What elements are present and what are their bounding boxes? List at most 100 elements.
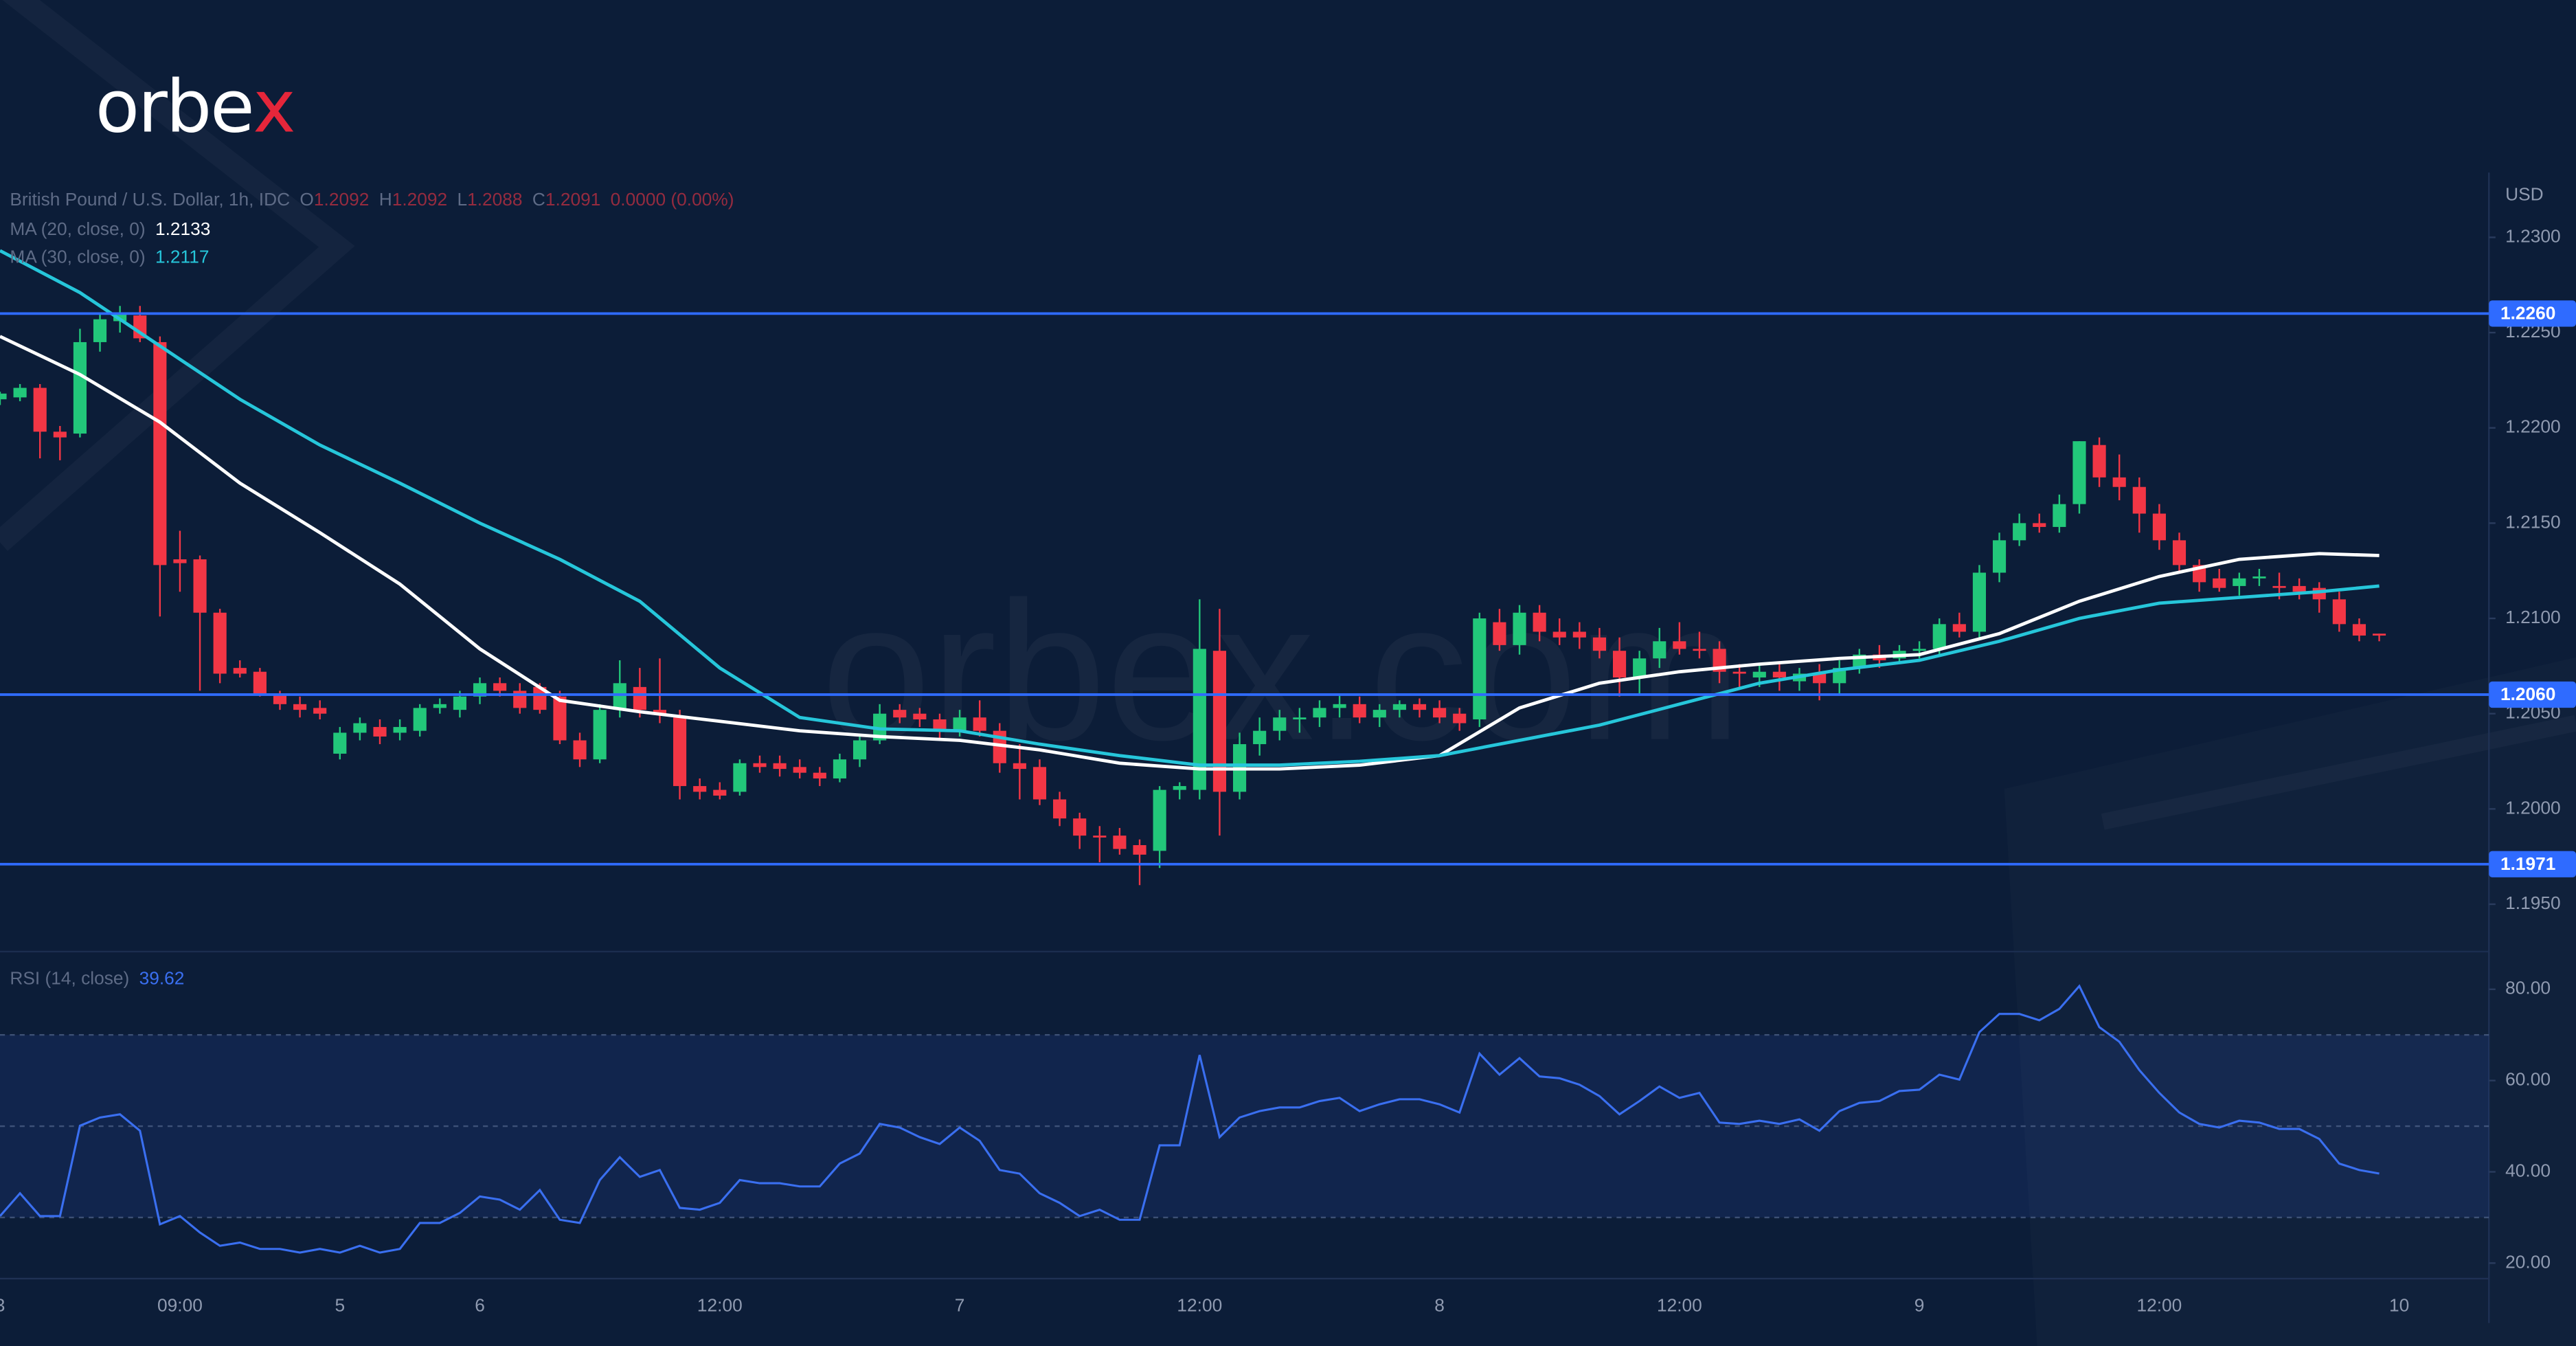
rsi-tick-label: 40.00 (2505, 1160, 2551, 1180)
candle-body (1053, 799, 1067, 819)
candle-body (1253, 730, 1267, 745)
rsi-background (0, 1034, 2489, 1219)
candle-body (852, 740, 867, 760)
candle-body (333, 732, 347, 754)
legend-rsi-name: RSI (14, close) (10, 968, 129, 989)
logo: orbex (95, 64, 294, 148)
x-tick-label: 12:00 (697, 1295, 743, 1316)
candle-body (2053, 504, 2066, 527)
legend-ma-name: MA (20, close, 0) (10, 218, 145, 239)
candle-body (1513, 612, 1526, 645)
candle-body (413, 708, 427, 731)
candle-body (1313, 708, 1326, 718)
logo-accent: x (253, 64, 294, 148)
y-tick-label: 1.1950 (2505, 893, 2560, 913)
candle-body (2233, 578, 2246, 586)
legend-ohlc-value: 1.2092 (392, 189, 447, 210)
candle-body (2132, 486, 2146, 514)
candle-body (913, 713, 927, 720)
candle-body (1992, 540, 2007, 573)
candle-body (1013, 763, 1026, 770)
legend-ohlc-value: 1.2088 (467, 189, 522, 210)
candle-body (193, 559, 207, 613)
candle-body (1673, 641, 1686, 649)
x-tick-label: 12:00 (1177, 1295, 1222, 1316)
candle-body (833, 759, 846, 778)
candle-body (1932, 624, 1946, 649)
candle-body (1173, 786, 1186, 790)
candle-body (1372, 710, 1386, 718)
candle-body (253, 671, 267, 695)
level-label: 1.2260 (2500, 303, 2555, 324)
candle-body (1653, 641, 1667, 659)
candle-body (2013, 523, 2026, 541)
candle-body (2172, 540, 2187, 565)
y-tick-label: 1.2200 (2505, 416, 2560, 437)
rsi-pane (0, 984, 2380, 1254)
candle-body (873, 713, 887, 741)
candle-body (453, 696, 466, 710)
candle-body (593, 710, 607, 760)
level-label-box (2489, 681, 2576, 708)
candle-body (133, 315, 147, 339)
candle-body (2072, 441, 2086, 504)
legend-ma-value: 1.2133 (155, 218, 210, 239)
candle-body (1392, 704, 1406, 710)
candle-body (1533, 612, 1546, 632)
candle-body (53, 431, 67, 438)
candle-body (573, 740, 587, 760)
candle-body (393, 727, 407, 733)
candle-body (433, 704, 447, 708)
candle-body (1952, 624, 1966, 632)
x-tick-label: 12:00 (2136, 1295, 2182, 1316)
y-tick-label: 1.2150 (2505, 511, 2560, 532)
logo-text: orbe (95, 64, 253, 148)
candle-body (553, 696, 567, 741)
candle-body (713, 789, 727, 796)
candle-body (673, 717, 687, 787)
candle-body (93, 319, 107, 342)
candle-body (813, 772, 826, 778)
candle-body (533, 686, 547, 710)
candle-body (1972, 572, 1987, 632)
candle-body (313, 708, 327, 714)
candle-body (893, 710, 907, 718)
x-tick-label: 6 (475, 1295, 485, 1316)
candle-body (73, 341, 87, 434)
moving-average (0, 335, 2380, 771)
candle-body (773, 763, 787, 770)
candle-body (1073, 818, 1087, 836)
candle-body (2352, 624, 2366, 636)
rsi-tick-label: 20.00 (2505, 1251, 2551, 1272)
candle-body (2112, 477, 2126, 487)
candle-body (1273, 717, 1287, 731)
candle-body (1552, 631, 1566, 638)
legend-ma: MA (30, close, 0) 1.2117 (10, 246, 209, 267)
candle-body (1133, 845, 1146, 855)
candle-body (173, 559, 187, 563)
candle-body (2292, 585, 2306, 592)
candle-body (2152, 513, 2166, 541)
level-label: 1.2060 (2500, 684, 2555, 704)
candle-body (2372, 633, 2386, 636)
candle-body (1752, 671, 1766, 678)
candle-body (1612, 651, 1627, 678)
legend-ohlc-label: H (379, 189, 392, 210)
candle-body (233, 668, 247, 674)
candle-body (2332, 599, 2346, 625)
rsi-tick-label: 80.00 (2505, 978, 2551, 998)
y-unit: USD (2505, 184, 2544, 205)
candle-body (1592, 637, 1607, 651)
rsi-tick-label: 60.00 (2505, 1069, 2551, 1090)
candle-body (1772, 671, 1786, 678)
x-tick-label: 3 (0, 1295, 5, 1316)
candle-body (1032, 767, 1047, 800)
candle-body (1473, 618, 1487, 720)
candle-body (1633, 658, 1647, 678)
candle-body (1193, 649, 1206, 790)
legend-ma: MA (20, close, 0) 1.2133 (10, 218, 210, 239)
candle-body (353, 723, 367, 733)
candle-body (1693, 649, 1706, 651)
candle-body (1572, 631, 1586, 638)
price-pane (0, 249, 2386, 886)
